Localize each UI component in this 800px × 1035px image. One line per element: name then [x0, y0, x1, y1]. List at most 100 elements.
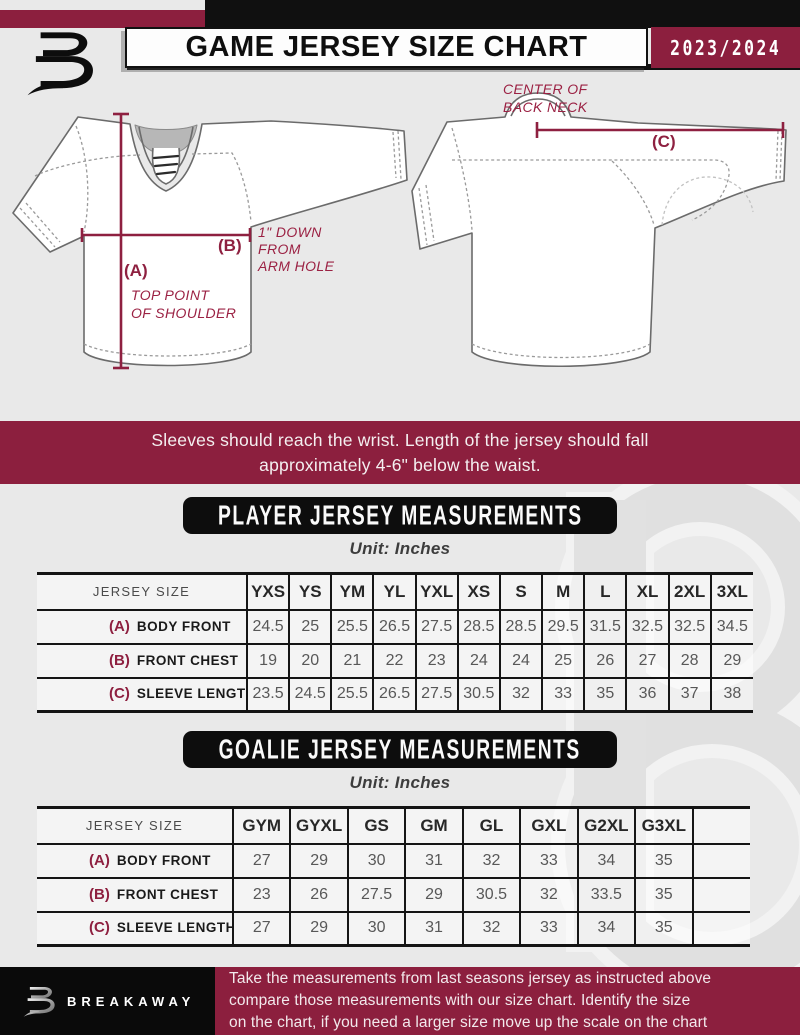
blank-cell [691, 877, 750, 913]
table-cell: 27.5 [414, 609, 458, 645]
blank-column-header [691, 807, 750, 845]
table-cell: 33 [541, 677, 585, 712]
table-cell: 36 [625, 677, 669, 712]
table-cell: 29 [289, 843, 348, 879]
table-cell: 33.5 [576, 877, 636, 913]
table-row: (C) SLEEVE LENGTH 23.5 24.5 25.5 26.5 27.5 30.5… [37, 677, 753, 712]
table-cell: 27 [625, 643, 669, 679]
row-marker: (A) [109, 617, 130, 635]
table-cell: 24.5 [288, 677, 332, 712]
player-unit-label: Unit: Inches [349, 539, 451, 558]
blank-cell [691, 911, 750, 946]
goalie-size-table: JERSEY SIZE GYM GYXL GS GM GL GXL G2XL G3XL (A) BO… [37, 806, 750, 947]
row-marker: (C) [89, 919, 110, 937]
table-cell: 23.5 [245, 677, 290, 712]
size-column-header: G2XL [576, 807, 636, 845]
row-label-text: FRONT CHEST [116, 886, 219, 902]
size-column-header: GM [404, 807, 463, 845]
table-cell: 30.5 [456, 677, 500, 712]
goalie-unit-label: Unit: Inches [349, 773, 451, 792]
table-cell: 32.5 [625, 609, 669, 645]
table-cell: 25.5 [330, 677, 374, 712]
size-column-header: M [541, 573, 585, 611]
table-cell: 23 [231, 877, 291, 913]
row-label-text: SLEEVE LENGTH [116, 920, 233, 936]
header-black-bar [205, 0, 800, 28]
table-cell: 32 [461, 911, 521, 946]
measurement-row-label: (B) FRONT CHEST [37, 643, 247, 679]
size-column-header: YS [288, 573, 332, 611]
measurement-row-label: (B) FRONT CHEST [37, 877, 233, 913]
season-badge: 2023/2024 [651, 27, 800, 68]
table-cell: 28.5 [498, 609, 543, 645]
size-column-header: XL [625, 573, 669, 611]
table-cell: 22 [372, 643, 416, 679]
player-size-table: JERSEY SIZE YXS YS YM YL YXL XS S M L XL 2XL 3XL (A) B… [37, 572, 753, 713]
table-cell: 29 [709, 643, 753, 679]
back-jersey-seams [418, 127, 783, 359]
size-column-header: L [583, 573, 627, 611]
measurement-row-label: (C) SLEEVE LENGTH [37, 678, 247, 712]
size-column-header: 3XL [709, 573, 753, 611]
table-cell: 23 [414, 643, 458, 679]
table-cell: 32 [519, 877, 578, 913]
header-maroon-strip [0, 10, 205, 28]
row-marker: (C) [109, 685, 130, 703]
table-cell: 32 [461, 843, 521, 879]
table-cell: 37 [667, 677, 711, 712]
table-cell: 19 [245, 643, 290, 679]
table-cell: 33 [519, 843, 578, 879]
table-cell: 35 [634, 843, 693, 879]
table-cell: 24 [456, 643, 500, 679]
page-title-box: GAME JERSEY SIZE CHART [125, 27, 648, 68]
table-cell: 34.5 [709, 609, 753, 645]
size-column-header: S [498, 573, 543, 611]
size-column-header: GYXL [289, 807, 348, 845]
table-header-row: JERSEY SIZE YXS YS YM YL YXL XS S M L XL 2XL 3XL [37, 573, 753, 611]
top-point-shoulder-note: TOP POINT OF SHOULDER [131, 287, 237, 321]
row-label-text: SLEEVE LENGTH [136, 686, 247, 702]
table-cell: 24 [498, 643, 543, 679]
marker-a: (A) [124, 261, 148, 280]
table-cell: 25 [288, 609, 332, 645]
row-marker: (B) [89, 885, 110, 903]
footer-instructions-line3: on the chart, if you need a larger size … [229, 1014, 708, 1031]
table-cell: 29.5 [541, 609, 585, 645]
fit-note-banner: Sleeves should reach the wrist. Length o… [0, 421, 800, 484]
table-cell: 26.5 [372, 677, 416, 712]
size-column-header: GYM [231, 807, 291, 845]
breakaway-b-logo-icon-footer [23, 986, 55, 1017]
table-row: (B) FRONT CHEST 23 26 27.5 29 30.5 32 33.5 35 [37, 877, 750, 913]
row-marker: (B) [109, 651, 130, 669]
table-cell: 35 [634, 877, 693, 913]
size-column-header: XS [456, 573, 500, 611]
measurement-lines [80, 112, 785, 370]
table-cell: 31.5 [583, 609, 627, 645]
table-cell: 25.5 [330, 609, 374, 645]
row-marker: (A) [89, 851, 110, 869]
footer-instructions-line2: compare those measurements with our size… [229, 992, 691, 1009]
table-cell: 21 [330, 643, 374, 679]
front-jersey-seams [19, 125, 402, 357]
table-cell: 27.5 [346, 877, 406, 913]
table-cell: 34 [576, 843, 636, 879]
player-section-heading-bar: PLAYER JERSEY MEASUREMENTS [183, 497, 617, 534]
table-cell: 32 [498, 677, 543, 712]
table-cell: 26.5 [372, 609, 416, 645]
table-cell: 27 [231, 843, 291, 879]
goalie-section-heading: GOALIE JERSEY MEASUREMENTS [218, 732, 582, 766]
size-column-header: GS [346, 807, 406, 845]
measurement-row-label: (C) SLEEVE LENGTH [37, 912, 233, 946]
table-row: (A) BODY FRONT 27 29 30 31 32 33 34 35 [37, 843, 750, 879]
row-label-text: BODY FRONT [116, 852, 211, 868]
measurement-row-label: (A) BODY FRONT [37, 843, 233, 879]
size-column-header: YXL [414, 573, 458, 611]
footer-brand-box: BREAKAWAY [0, 967, 215, 1035]
table-row: (C) SLEEVE LENGTH 27 29 30 31 32 33 34 35 [37, 911, 750, 946]
table-cell: 38 [709, 677, 753, 712]
jersey-size-header: JERSEY SIZE [37, 573, 247, 611]
row-label-text: FRONT CHEST [136, 652, 239, 668]
measurement-row-label: (A) BODY FRONT [37, 609, 247, 645]
table-cell: 35 [583, 677, 627, 712]
goalie-section-heading-bar: GOALIE JERSEY MEASUREMENTS [183, 731, 617, 768]
